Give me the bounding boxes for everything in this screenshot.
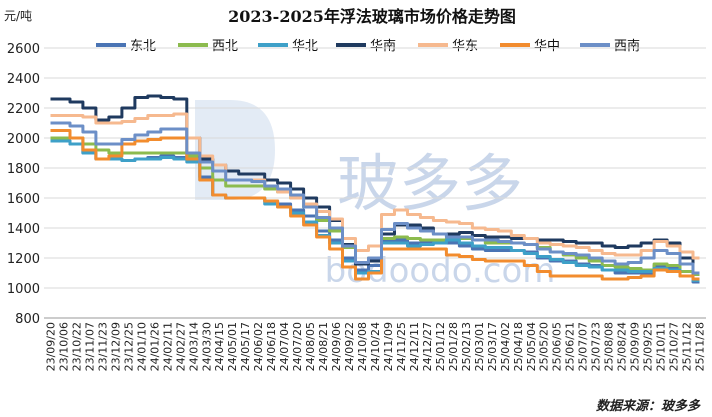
x-tick-label: 24/12/11 xyxy=(408,322,421,371)
y-tick-label: 1800 xyxy=(7,162,40,177)
legend-label: 华北 xyxy=(292,39,318,54)
x-tick-label: 25/10/27 xyxy=(668,322,681,371)
x-tick-label: 25/04/02 xyxy=(499,322,512,371)
legend-label: 西北 xyxy=(212,39,238,54)
series-lines xyxy=(50,94,700,284)
x-tick-label: 25/05/20 xyxy=(538,322,551,371)
x-tick-label: 25/02/13 xyxy=(460,322,473,371)
legend: 东北 西北 华北 华南 华东 华中 西南 xyxy=(96,38,640,54)
x-tick-label: 24/11/09 xyxy=(382,322,395,371)
x-tick-label: 24/09/22 xyxy=(343,322,356,371)
x-tick-label: 25/09/25 xyxy=(642,322,655,371)
x-tick-label: 24/02/11 xyxy=(161,322,174,371)
x-tick-label: 23/10/06 xyxy=(57,322,70,371)
y-unit-label: 元/吨 xyxy=(4,9,32,23)
x-tick-label: 24/04/15 xyxy=(213,322,226,371)
x-axis: 23/09/20 23/10/06 23/10/22 23/11/07 23/11/23… xyxy=(44,317,707,371)
x-tick-label: 25/03/01 xyxy=(473,322,486,371)
y-tick-label: 2000 xyxy=(7,132,40,147)
x-tick-label: 25/04/18 xyxy=(512,322,525,371)
x-tick-label: 25/03/17 xyxy=(486,322,499,371)
x-tick-label: 23/11/07 xyxy=(83,322,96,371)
x-tick-label: 25/08/08 xyxy=(603,322,616,371)
x-tick-label: 24/08/21 xyxy=(317,322,330,371)
legend-label: 东北 xyxy=(130,39,156,54)
x-tick-label: 23/12/25 xyxy=(122,322,135,371)
x-tick-label: 23/10/22 xyxy=(70,322,83,371)
x-tick-label: 24/09/06 xyxy=(330,322,343,371)
x-tick-label: 24/01/26 xyxy=(148,322,161,371)
x-tick-label: 23/12/09 xyxy=(109,322,122,371)
y-tick-label: 800 xyxy=(15,312,40,327)
x-tick-label: 24/06/18 xyxy=(265,322,278,371)
x-tick-label: 24/05/01 xyxy=(226,322,239,371)
x-tick-label: 25/08/24 xyxy=(616,322,629,371)
x-tick-label: 24/07/20 xyxy=(291,322,304,371)
x-tick-label: 25/11/12 xyxy=(681,322,694,371)
y-tick-label: 1200 xyxy=(7,252,40,267)
x-tick-label: 24/02/27 xyxy=(174,322,187,371)
series-line-华中 xyxy=(50,129,700,281)
x-tick-label: 25/09/09 xyxy=(629,322,642,371)
legend-label: 西南 xyxy=(614,38,640,54)
x-tick-label: 23/11/23 xyxy=(96,322,109,371)
x-tick-label: 25/11/28 xyxy=(694,322,707,371)
y-tick-label: 2400 xyxy=(7,72,40,87)
x-tick-label: 23/09/20 xyxy=(44,322,57,371)
x-tick-label: 25/10/11 xyxy=(655,322,668,371)
x-tick-label: 24/06/02 xyxy=(252,322,265,371)
series-line-华东 xyxy=(50,112,700,260)
legend-label: 华南 xyxy=(370,38,396,54)
x-tick-label: 24/10/08 xyxy=(356,322,369,371)
y-axis: 800 1000 1200 1400 1600 1800 2000 2200 2400 2600 xyxy=(7,42,40,327)
x-tick-label: 25/05/04 xyxy=(525,322,538,371)
x-tick-label: 24/12/27 xyxy=(421,322,434,371)
y-tick-label: 2200 xyxy=(7,102,40,117)
legend-label: 华东 xyxy=(452,39,478,54)
x-tick-label: 25/01/28 xyxy=(447,322,460,371)
x-tick-label: 24/10/24 xyxy=(369,322,382,371)
x-tick-label: 24/08/05 xyxy=(304,322,317,371)
x-tick-label: 25/07/23 xyxy=(590,322,603,371)
watermark-logo-chars: 玻多多 xyxy=(337,147,523,220)
x-tick-label: 24/05/17 xyxy=(239,322,252,371)
chart-title: 2023-2025年浮法玻璃市场价格走势图 xyxy=(228,7,516,26)
series-line-西南 xyxy=(50,121,700,275)
y-tick-label: 2600 xyxy=(7,42,40,57)
x-tick-label: 24/07/04 xyxy=(278,322,291,371)
y-tick-label: 1400 xyxy=(7,222,40,237)
x-tick-label: 25/01/12 xyxy=(434,322,447,371)
legend-label: 华中 xyxy=(534,39,560,54)
x-tick-label: 24/11/25 xyxy=(395,322,408,371)
x-tick-label: 25/06/05 xyxy=(551,322,564,371)
y-tick-label: 1000 xyxy=(7,282,40,297)
x-tick-label: 24/03/14 xyxy=(187,322,200,371)
x-tick-label: 24/01/10 xyxy=(135,322,148,371)
x-tick-label: 25/06/21 xyxy=(564,322,577,371)
x-tick-label: 25/07/07 xyxy=(577,322,590,371)
y-tick-label: 1600 xyxy=(7,192,40,207)
x-tick-label: 24/03/30 xyxy=(200,322,213,371)
data-source: 数据来源：玻多多 xyxy=(596,398,701,414)
